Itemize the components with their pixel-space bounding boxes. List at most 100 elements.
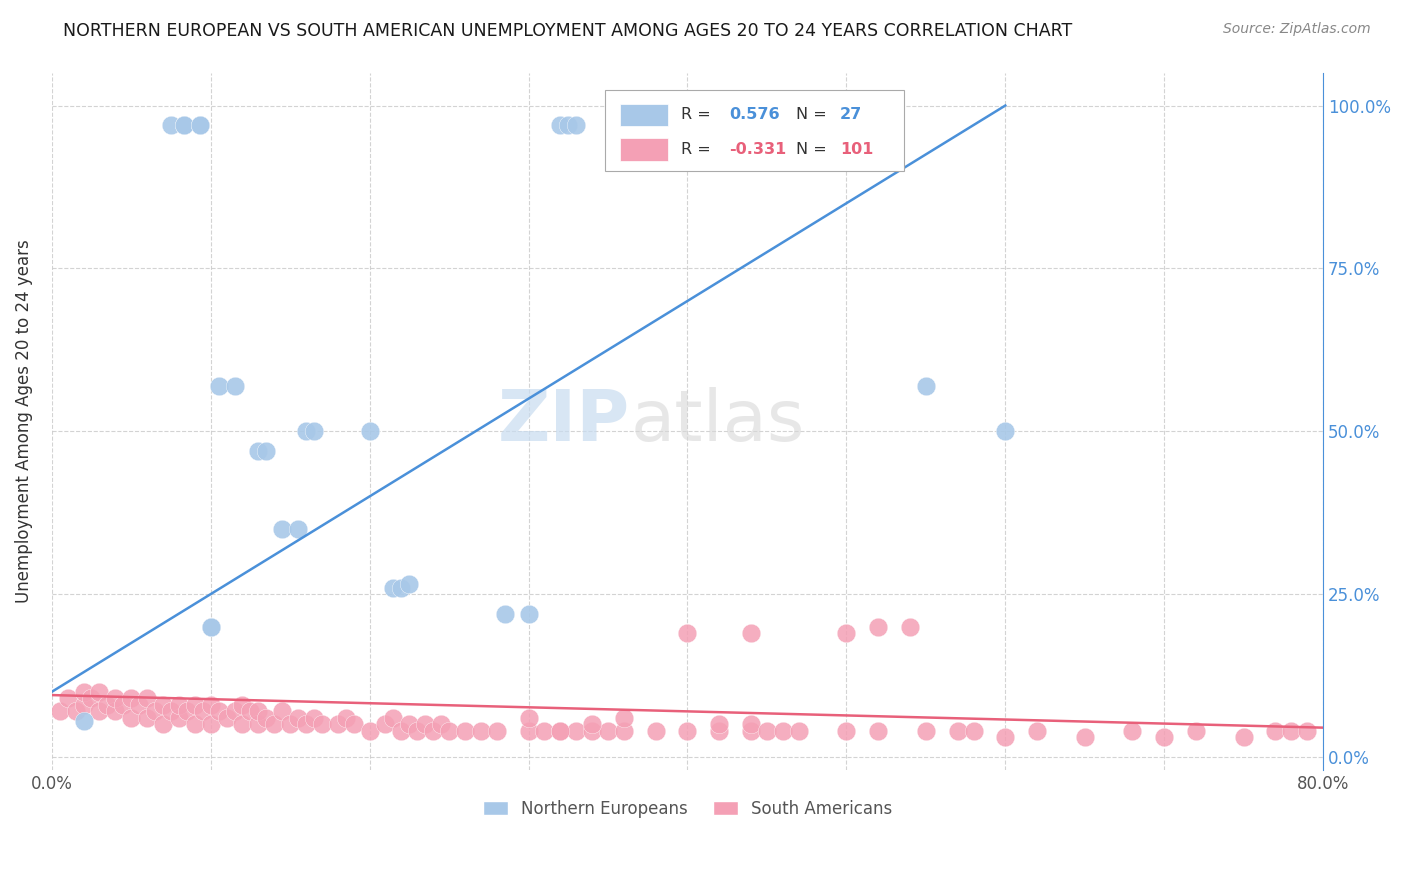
Point <box>613 711 636 725</box>
Point <box>160 705 183 719</box>
Point <box>359 424 381 438</box>
Point <box>184 717 207 731</box>
FancyBboxPatch shape <box>605 90 904 170</box>
Point <box>406 723 429 738</box>
Point <box>581 717 603 731</box>
Point <box>430 717 453 731</box>
Text: atlas: atlas <box>630 387 804 456</box>
Point <box>1264 723 1286 738</box>
Point <box>191 705 214 719</box>
Point <box>787 723 810 738</box>
Point <box>914 723 936 738</box>
Point <box>173 118 195 132</box>
Point <box>271 705 294 719</box>
Text: N =: N = <box>796 142 827 157</box>
Point <box>104 705 127 719</box>
Point <box>287 522 309 536</box>
Point <box>311 717 333 731</box>
Point <box>302 711 325 725</box>
Point <box>247 443 270 458</box>
Point <box>247 705 270 719</box>
Point <box>72 685 94 699</box>
Point <box>835 723 858 738</box>
Point <box>120 691 142 706</box>
Point <box>709 723 731 738</box>
Point <box>914 378 936 392</box>
Point <box>740 717 762 731</box>
Point <box>1153 731 1175 745</box>
Point <box>1233 731 1256 745</box>
Point <box>239 705 262 719</box>
Point <box>835 626 858 640</box>
Point <box>517 723 540 738</box>
Point <box>413 717 436 731</box>
Point <box>254 443 277 458</box>
Point <box>96 698 118 712</box>
Point <box>1279 723 1302 738</box>
Point <box>200 717 222 731</box>
Point <box>152 717 174 731</box>
Point <box>946 723 969 738</box>
Point <box>868 620 890 634</box>
Point <box>48 705 70 719</box>
Point <box>517 711 540 725</box>
Legend: Northern Europeans, South Americans: Northern Europeans, South Americans <box>477 793 898 824</box>
Point <box>302 424 325 438</box>
Point <box>326 717 349 731</box>
Point <box>173 118 195 132</box>
Point <box>517 607 540 621</box>
Point <box>89 705 111 719</box>
Point <box>184 698 207 712</box>
Point <box>613 723 636 738</box>
Point <box>994 731 1017 745</box>
Point <box>382 581 405 595</box>
Point <box>188 118 211 132</box>
Point <box>374 717 396 731</box>
Point <box>740 626 762 640</box>
Point <box>550 118 572 132</box>
Point <box>188 118 211 132</box>
Text: 0.576: 0.576 <box>730 107 780 122</box>
Point <box>152 698 174 712</box>
Point <box>550 723 572 738</box>
Point <box>295 424 318 438</box>
Point <box>104 691 127 706</box>
Point <box>485 723 508 738</box>
Point <box>72 698 94 712</box>
Point <box>167 711 190 725</box>
Point <box>709 717 731 731</box>
Point <box>207 378 229 392</box>
Point <box>335 711 357 725</box>
Point <box>200 620 222 634</box>
Point <box>389 723 412 738</box>
Text: 27: 27 <box>839 107 862 122</box>
Point <box>1074 731 1097 745</box>
Point <box>454 723 477 738</box>
Point <box>247 717 270 731</box>
Point <box>565 723 588 738</box>
Point <box>581 723 603 738</box>
Text: -0.331: -0.331 <box>730 142 786 157</box>
Point <box>389 581 412 595</box>
Point <box>676 723 699 738</box>
Point <box>398 717 420 731</box>
Point <box>65 705 87 719</box>
Point <box>494 607 516 621</box>
Point <box>143 705 166 719</box>
Bar <box>620 103 668 126</box>
Point <box>565 118 588 132</box>
Point <box>176 705 198 719</box>
Point <box>136 691 159 706</box>
Point <box>254 711 277 725</box>
Text: R =: R = <box>681 142 711 157</box>
Point <box>112 698 135 712</box>
Point <box>533 723 555 738</box>
Point <box>72 714 94 728</box>
Point <box>224 705 246 719</box>
Text: ZIP: ZIP <box>498 387 630 456</box>
Point <box>200 620 222 634</box>
Point <box>470 723 492 738</box>
Point <box>287 711 309 725</box>
Point <box>644 723 666 738</box>
Y-axis label: Unemployment Among Ages 20 to 24 years: Unemployment Among Ages 20 to 24 years <box>15 240 32 603</box>
